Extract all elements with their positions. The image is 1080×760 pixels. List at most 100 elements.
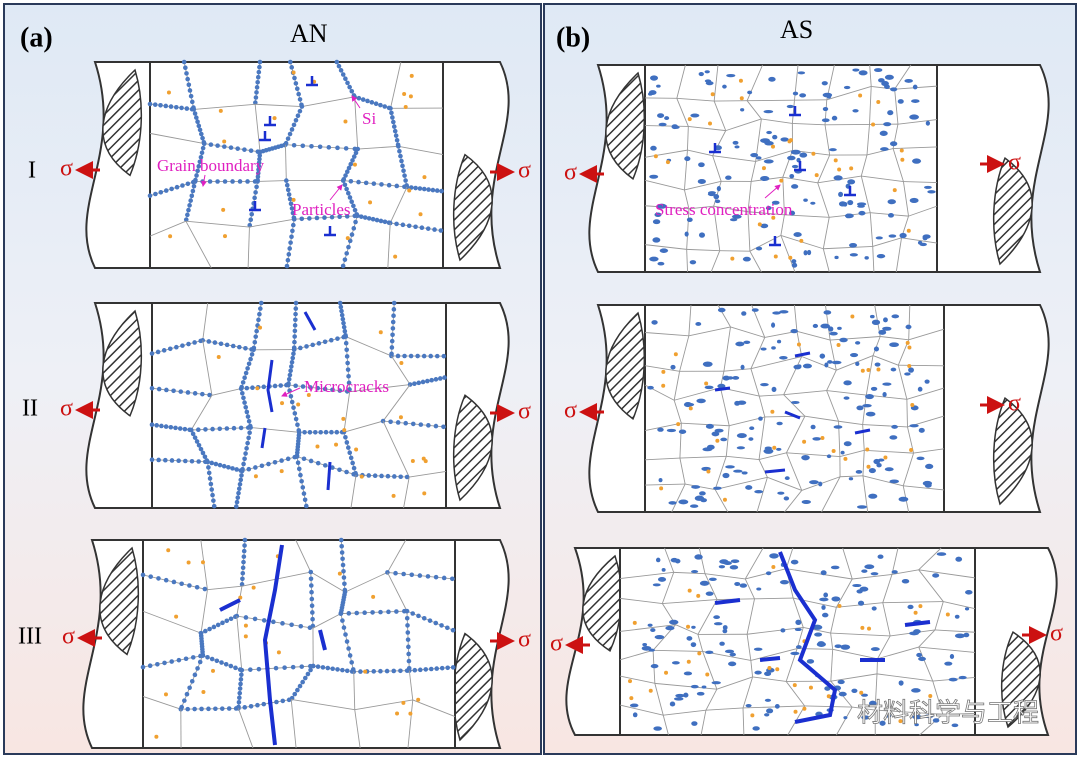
si-particle — [256, 69, 262, 75]
si-particle — [149, 457, 155, 462]
si-particle — [288, 201, 294, 207]
si-particle — [230, 343, 236, 349]
si-particle — [401, 571, 406, 577]
si-particle — [690, 684, 699, 689]
particle — [730, 256, 735, 261]
si-particle — [922, 235, 928, 241]
si-particle — [771, 386, 777, 393]
si-particle — [318, 429, 323, 435]
si-particle — [315, 460, 321, 466]
si-particle — [924, 379, 930, 384]
si-particle — [783, 496, 790, 501]
grain-boundary — [882, 602, 891, 637]
si-particle — [189, 99, 195, 105]
grain-boundary — [832, 648, 878, 660]
si-particle — [249, 352, 255, 357]
si-particle — [776, 447, 782, 451]
si-particle — [288, 59, 293, 65]
si-particle — [199, 131, 204, 137]
si-particle — [373, 101, 379, 107]
si-particle — [290, 222, 296, 228]
si-particle — [708, 577, 717, 582]
stress-arrow: σ — [564, 398, 604, 424]
si-particle — [342, 182, 348, 188]
si-particle — [192, 179, 198, 184]
si-particle — [909, 424, 919, 428]
crack — [759, 656, 781, 662]
grain-boundary — [875, 709, 943, 715]
si-particle — [230, 179, 235, 184]
si-particle — [793, 364, 802, 370]
si-particle — [834, 255, 839, 260]
grain-boundary — [712, 155, 722, 182]
si-particle — [296, 466, 302, 472]
particle — [253, 474, 258, 479]
grain-boundary — [654, 682, 717, 690]
si-particle — [657, 427, 664, 432]
grain-boundary — [644, 149, 688, 158]
grain-boundary — [817, 182, 830, 218]
particle — [799, 238, 804, 243]
si-particle — [200, 653, 206, 658]
grain-boundary — [862, 475, 904, 487]
particle — [243, 634, 248, 639]
grain-boundary — [644, 244, 687, 250]
si-particle — [371, 181, 377, 186]
si-particle — [385, 473, 391, 479]
stress-symbol: σ — [518, 627, 531, 653]
grip-hatch — [1000, 631, 1041, 729]
si-particle — [397, 148, 402, 154]
si-particle — [293, 306, 299, 311]
crack — [260, 427, 267, 449]
grain-boundary — [662, 715, 669, 736]
si-particle — [291, 122, 297, 128]
grain-boundary — [619, 571, 674, 579]
grain-boundary — [664, 547, 675, 573]
crack — [219, 598, 241, 612]
si-particle — [406, 658, 412, 664]
si-particle — [308, 385, 313, 390]
particle — [802, 439, 807, 444]
si-particle — [904, 78, 913, 83]
particle — [378, 330, 383, 335]
si-particle — [671, 125, 680, 129]
si-particle — [877, 554, 884, 559]
grain-boundary — [257, 180, 287, 182]
grain-boundary — [783, 356, 803, 395]
si-particle — [162, 660, 167, 666]
particle — [826, 694, 831, 699]
si-particle — [185, 706, 191, 712]
annotation: Particles — [292, 200, 351, 219]
si-particle — [417, 667, 423, 673]
si-particle — [650, 145, 657, 151]
si-particle — [340, 556, 345, 562]
grain-boundary — [840, 475, 863, 478]
grain-boundary — [786, 415, 806, 453]
stage-label: II — [22, 396, 38, 422]
si-particle — [831, 596, 841, 602]
si-particle — [290, 210, 296, 216]
grain-boundary — [644, 332, 689, 337]
si-particle — [794, 627, 802, 632]
si-particle — [200, 135, 205, 141]
si-particle — [734, 145, 740, 149]
si-particle — [817, 641, 825, 645]
particle — [648, 688, 653, 693]
si-particle — [875, 236, 883, 240]
si-particle — [698, 232, 706, 238]
particle — [866, 368, 871, 373]
si-particle — [890, 141, 898, 147]
si-particle — [433, 423, 439, 429]
particle — [905, 340, 910, 345]
si-particle — [650, 663, 659, 669]
grain-boundary — [349, 384, 411, 393]
grain-boundary — [704, 573, 718, 600]
si-particle — [206, 706, 211, 712]
si-particle — [185, 212, 190, 218]
grain-boundary — [207, 585, 242, 591]
grain-boundary — [685, 483, 716, 490]
si-particle — [869, 314, 875, 319]
si-particle — [405, 630, 411, 635]
si-particle — [253, 190, 258, 195]
si-particle — [248, 703, 254, 709]
